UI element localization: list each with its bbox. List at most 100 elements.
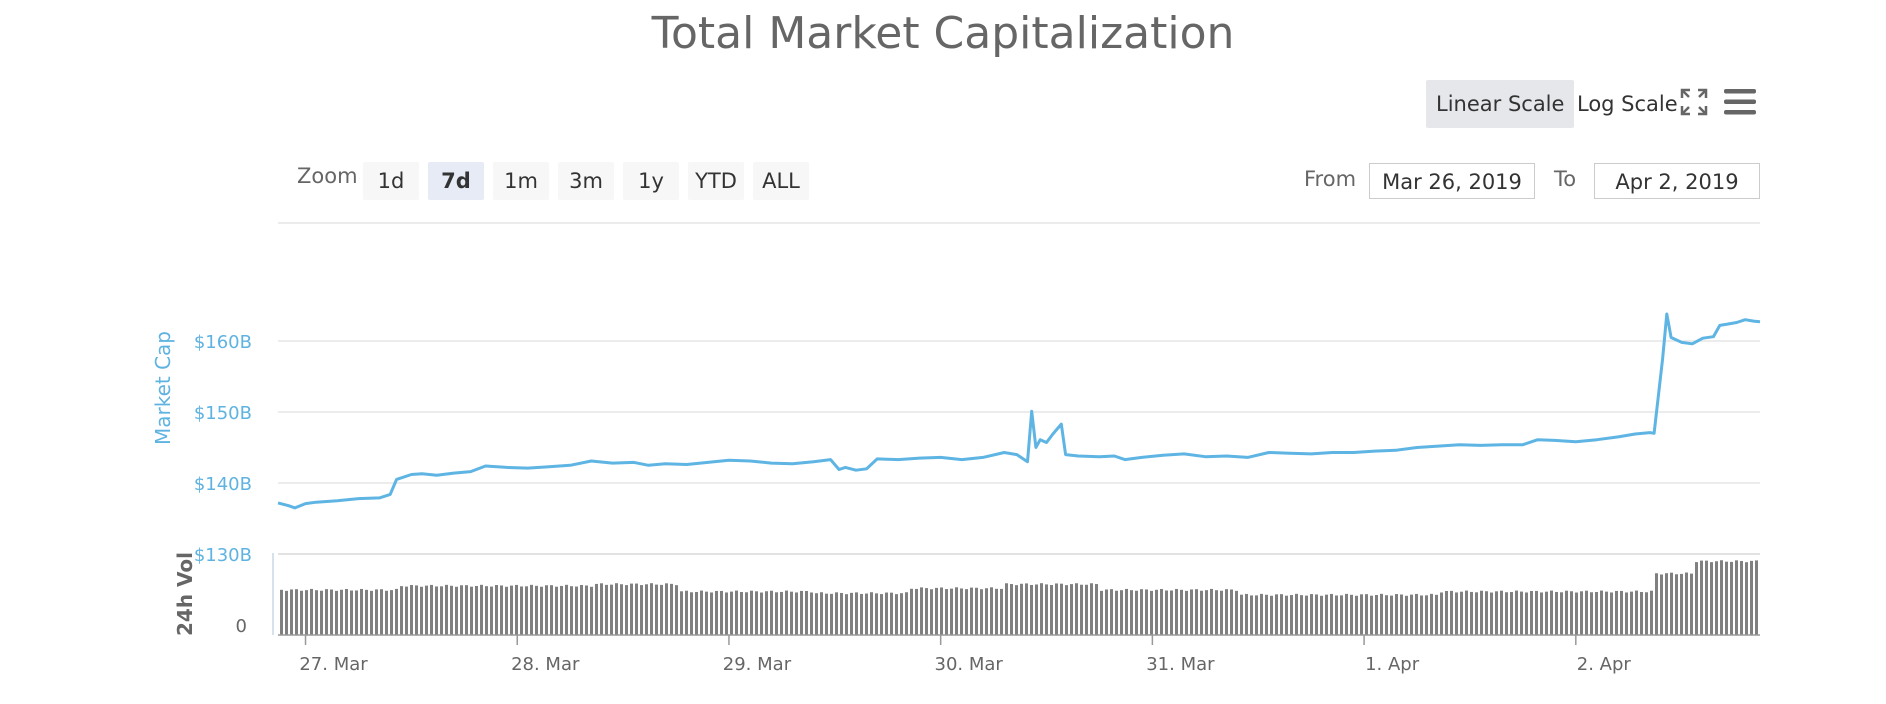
volume-bar: [1500, 590, 1503, 635]
volume-bar: [1600, 590, 1603, 635]
volume-bar: [790, 591, 793, 635]
volume-bar: [550, 585, 553, 635]
volume-bar: [1550, 590, 1553, 635]
volume-bar: [820, 592, 823, 635]
volume-bar: [810, 592, 813, 635]
volume-bar: [900, 593, 903, 635]
volume-bar: [1380, 593, 1383, 635]
log-scale-button[interactable]: Log Scale: [1577, 92, 1678, 116]
volume-bar: [1320, 595, 1323, 635]
linear-scale-button[interactable]: Linear Scale: [1426, 80, 1575, 128]
volume-bar: [1520, 591, 1523, 635]
volume-bar: [1580, 591, 1583, 635]
volume-bar: [785, 590, 788, 635]
volume-bar: [1720, 560, 1723, 635]
volume-bar: [1090, 583, 1093, 635]
zoom-3m-button[interactable]: 3m: [558, 162, 614, 200]
volume-bar: [1110, 589, 1113, 635]
volume-bar: [1310, 594, 1313, 635]
volume-bar: [370, 590, 373, 635]
volume-bar: [990, 587, 993, 635]
volume-bar: [635, 583, 638, 635]
volume-bar: [1300, 595, 1303, 635]
zoom-ytd-button[interactable]: YTD: [688, 162, 744, 200]
volume-bar: [1565, 590, 1568, 635]
to-date-input[interactable]: Apr 2, 2019: [1594, 163, 1760, 199]
volume-bar: [465, 585, 468, 635]
volume-bar: [565, 584, 568, 635]
volume-bar: [1160, 588, 1163, 635]
volume-bar: [1270, 595, 1273, 635]
volume-bar: [1335, 595, 1338, 635]
volume-bar: [650, 583, 653, 635]
volume-bar: [825, 593, 828, 635]
y-tick-label: $130B: [194, 545, 252, 566]
volume-bar: [1625, 592, 1628, 635]
y-tick-label: $150B: [194, 403, 252, 424]
volume-bar: [1215, 590, 1218, 635]
volume-bar: [800, 590, 803, 635]
volume-bar: [1230, 589, 1233, 635]
volume-bar: [855, 592, 858, 635]
x-tick-label: 31. Mar: [1146, 654, 1215, 675]
volume-bar: [310, 588, 313, 635]
volume-bar: [880, 594, 883, 635]
volume-bar: [1080, 584, 1083, 635]
volume-bar: [920, 587, 923, 635]
volume-bar: [1135, 590, 1138, 635]
chart-title: Total Market Capitalization: [651, 8, 1235, 59]
volume-bar: [1015, 585, 1018, 635]
volume-bar: [1740, 560, 1743, 635]
volume-bar: [1035, 584, 1038, 635]
volume-bar: [1220, 590, 1223, 635]
y-axis-ticks: $130B $140B $150B $160B: [194, 332, 252, 566]
volume-bar: [560, 585, 563, 635]
volume-bar: [490, 586, 493, 635]
volume-bar: [1325, 594, 1328, 635]
from-date-input[interactable]: Mar 26, 2019: [1369, 163, 1535, 199]
volume-bar: [1485, 591, 1488, 635]
zoom-1y-button[interactable]: 1y: [623, 162, 679, 200]
volume-bar: [380, 589, 383, 635]
zoom-1d-button[interactable]: 1d: [363, 162, 419, 200]
volume-bar: [1205, 590, 1208, 635]
from-label: From: [1304, 167, 1357, 191]
volume-bar: [1410, 594, 1413, 635]
zoom-1m-button[interactable]: 1m: [493, 162, 549, 200]
volume-bar: [590, 586, 593, 635]
volume-bar: [1185, 590, 1188, 635]
zoom-all-button[interactable]: ALL: [753, 162, 809, 200]
x-tick-label: 1. Apr: [1365, 654, 1420, 675]
volume-bar: [520, 586, 523, 635]
volume-bar: [300, 590, 303, 635]
volume-bar: [325, 589, 328, 635]
volume-bar: [1145, 589, 1148, 635]
volume-bar: [770, 590, 773, 635]
volume-bar: [1615, 590, 1618, 635]
volume-bar: [1040, 583, 1043, 635]
volume-bar: [1030, 584, 1033, 635]
volume-bar: [805, 590, 808, 635]
volume-bars: [272, 553, 1760, 636]
volume-bar: [495, 585, 498, 635]
volume-bar: [605, 584, 608, 635]
volume-bar: [830, 593, 833, 635]
volume-bar: [1540, 592, 1543, 635]
volume-bar: [1265, 594, 1268, 635]
expand-arrows-icon[interactable]: [1680, 88, 1708, 116]
volume-bar: [865, 593, 868, 635]
zoom-7d-button[interactable]: 7d: [428, 162, 484, 200]
volume-bar: [1210, 588, 1213, 635]
volume-bar: [1425, 595, 1428, 635]
volume-bar: [1295, 593, 1298, 635]
volume-bar: [1010, 584, 1013, 635]
volume-bar: [1360, 594, 1363, 635]
hamburger-menu-icon[interactable]: [1723, 87, 1757, 117]
volume-bar: [1175, 588, 1178, 635]
volume-bar: [470, 586, 473, 635]
volume-bar: [1620, 590, 1623, 635]
volume-bar: [405, 586, 408, 635]
volume-bar: [705, 591, 708, 635]
y-tick-label: $160B: [194, 332, 252, 353]
